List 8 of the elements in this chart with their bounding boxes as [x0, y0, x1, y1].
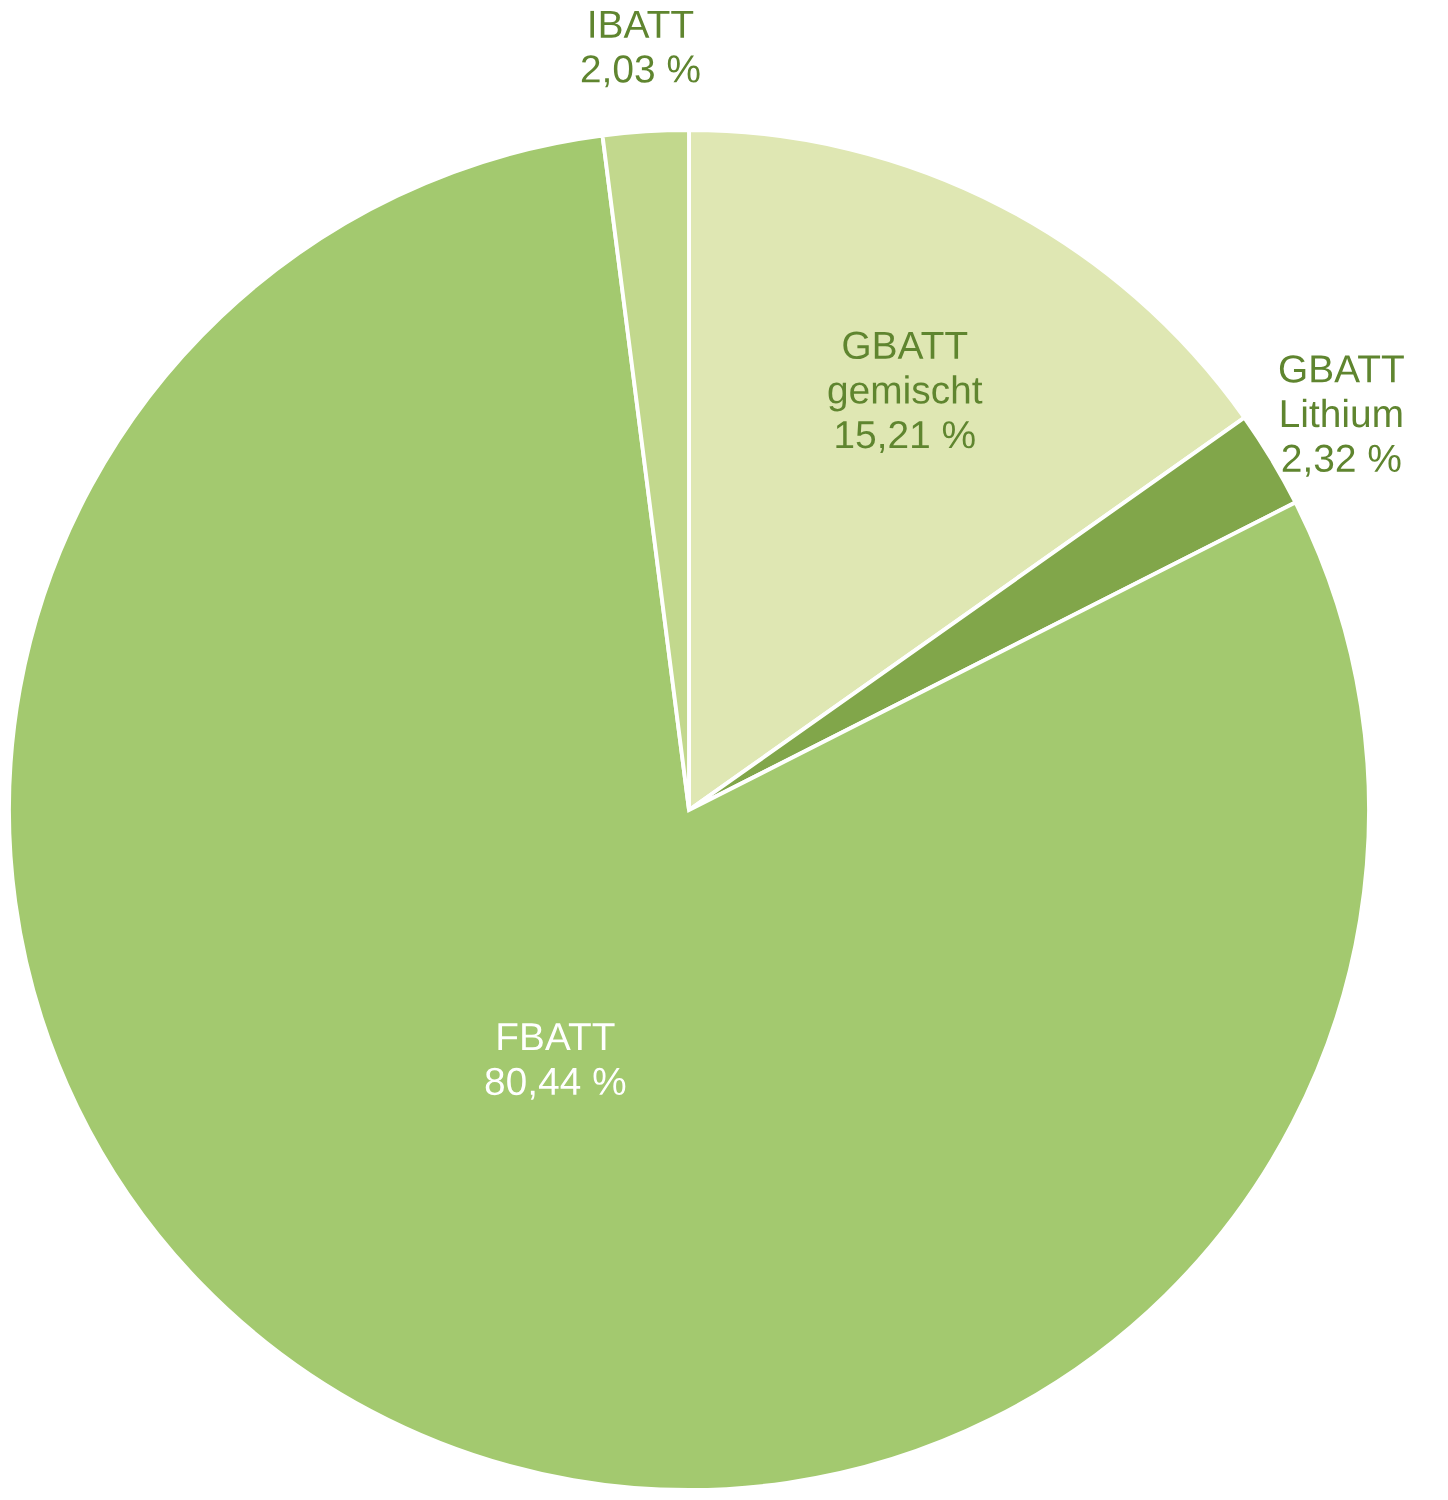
data-label: 15,21 % — [836, 420, 975, 454]
slice-label: GBATT Lithium — [1279, 355, 1404, 428]
data-label: 2,03 % — [581, 55, 700, 88]
slice-label: FBATT — [498, 1023, 615, 1051]
data-label: 2,32 % — [1282, 444, 1401, 477]
slice-label: IBATT — [590, 10, 694, 38]
slice-label: GBATT gemischt — [828, 331, 983, 412]
data-label: 80,44 % — [485, 1067, 626, 1100]
